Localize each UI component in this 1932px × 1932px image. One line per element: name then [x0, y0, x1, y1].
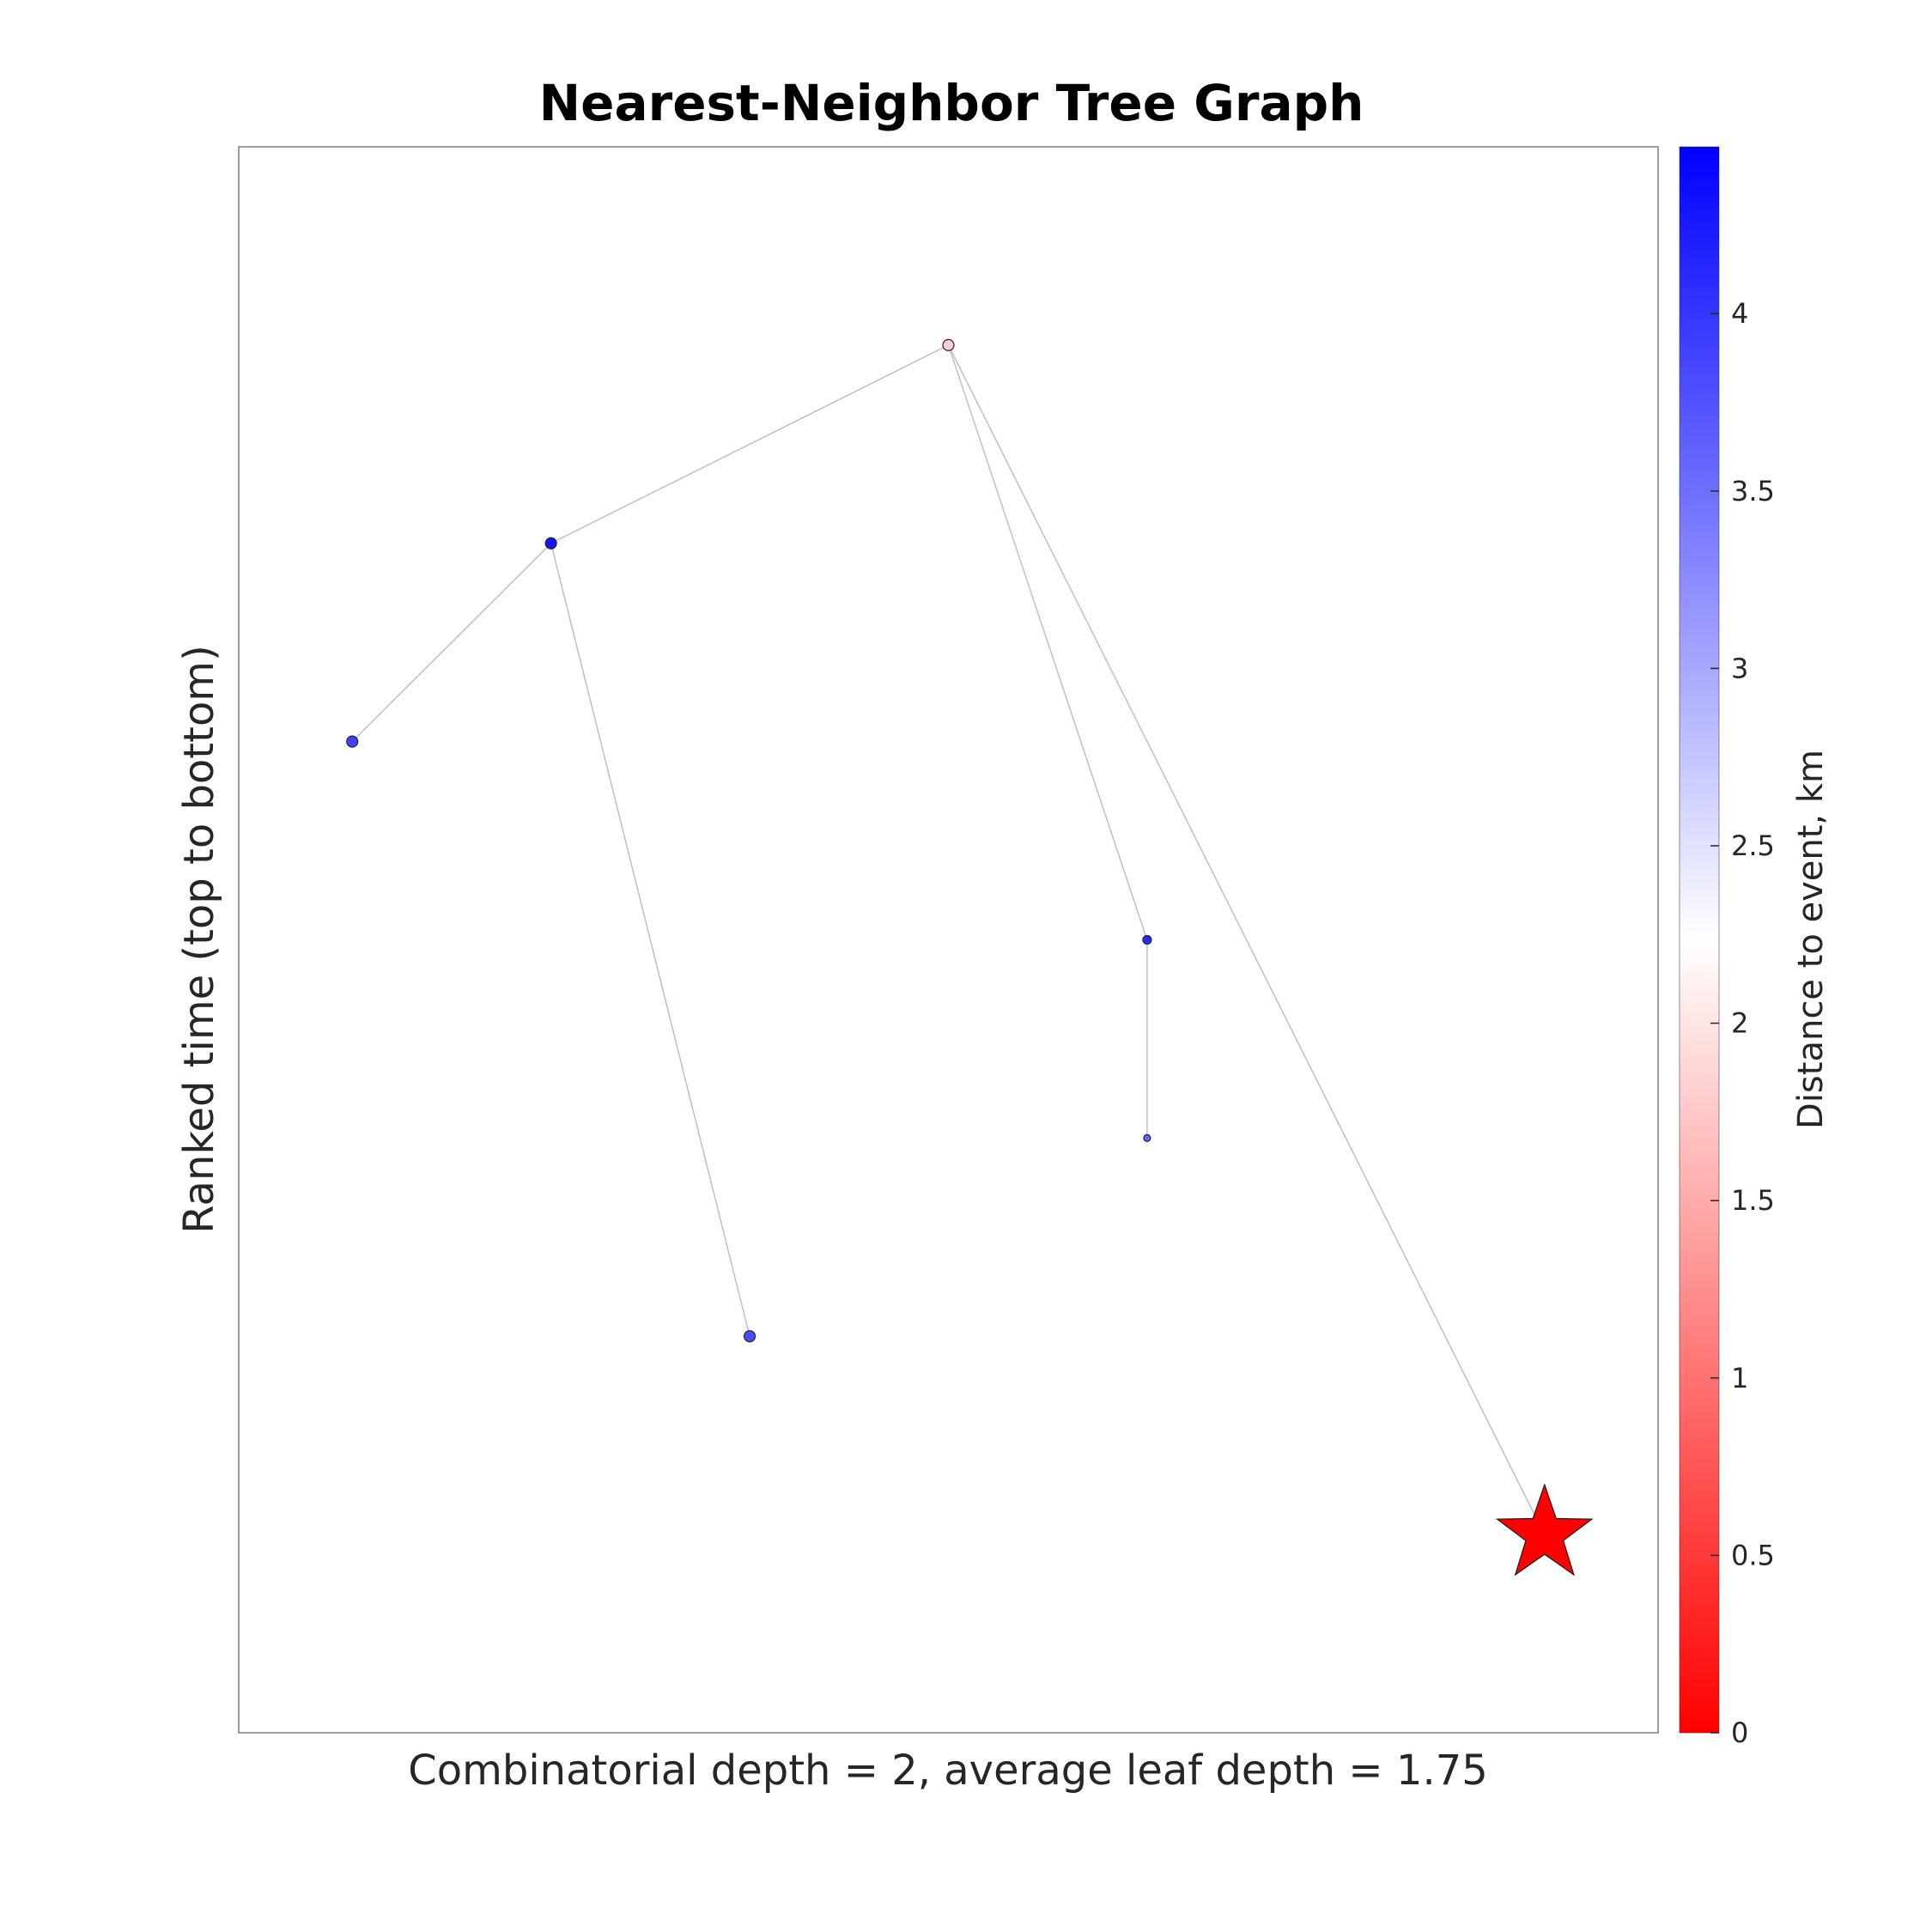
colorbar-tick-label: 1 — [1731, 1362, 1748, 1394]
y-axis-label: Ranked time (top to bottom) — [175, 645, 223, 1234]
tree-edge — [947, 344, 1148, 940]
colorbar-label: Distance to event, km — [1791, 750, 1831, 1129]
plot-area — [238, 146, 1659, 1734]
chart-title: Nearest-Neighbor Tree Graph — [539, 74, 1364, 132]
colorbar-tick-label: 2 — [1731, 1007, 1748, 1040]
colorbar-tick-label: 0 — [1731, 1716, 1748, 1749]
tree-edge — [351, 543, 552, 743]
colorbar-tick-label: 0.5 — [1731, 1539, 1775, 1571]
colorbar — [1679, 146, 1720, 1734]
colorbar-ticks: 0 0.5 1 1.5 2 2.5 3 3.5 4 — [1710, 297, 1775, 1749]
colorbar-tick-label: 3 — [1731, 652, 1748, 684]
tree-edge — [550, 344, 949, 544]
tree-edge — [947, 344, 1546, 1535]
colorbar-tick-label: 2.5 — [1731, 829, 1775, 862]
tree-nodes — [346, 338, 1594, 1577]
tree-edges — [351, 344, 1546, 1535]
colorbar-tick-label: 1.5 — [1731, 1184, 1775, 1217]
tree-node — [544, 537, 557, 550]
colorbar-tick-label: 3.5 — [1731, 475, 1775, 507]
tree-node — [743, 1330, 756, 1343]
tree-node — [942, 338, 955, 351]
tree-edge — [550, 543, 750, 1337]
colorbar-tick-label: 4 — [1731, 297, 1748, 330]
tree-node — [1142, 934, 1152, 945]
event-star-marker — [1495, 1483, 1594, 1577]
tree-node — [1143, 1133, 1151, 1142]
x-axis-label: Combinatorial depth = 2, average leaf de… — [408, 1747, 1488, 1795]
tree-node — [346, 735, 359, 748]
